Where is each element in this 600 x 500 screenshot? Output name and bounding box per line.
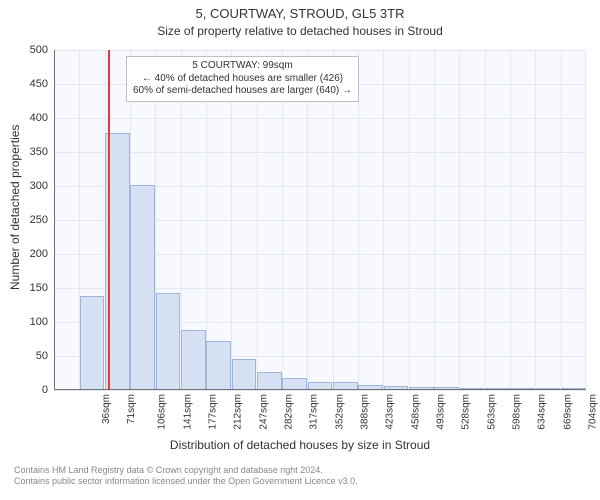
histogram-bar bbox=[257, 372, 282, 390]
vgridline bbox=[535, 50, 536, 390]
footer-attribution: Contains HM Land Registry data © Crown c… bbox=[14, 465, 358, 488]
property-marker-line bbox=[108, 50, 110, 390]
gridline bbox=[54, 152, 586, 153]
annotation-box: 5 COURTWAY: 99sqm← 40% of detached house… bbox=[126, 56, 359, 102]
x-tick-label: 493sqm bbox=[436, 394, 447, 430]
x-tick-label: 212sqm bbox=[233, 394, 244, 430]
x-tick-label: 563sqm bbox=[486, 394, 497, 430]
vgridline bbox=[434, 50, 435, 390]
y-tick-label: 50 bbox=[36, 350, 48, 362]
y-tick-label: 500 bbox=[30, 44, 48, 56]
histogram-bar bbox=[181, 330, 206, 390]
x-axis-label: Distribution of detached houses by size … bbox=[0, 438, 600, 452]
y-tick-label: 0 bbox=[42, 384, 48, 396]
vgridline bbox=[459, 50, 460, 390]
x-tick-label: 177sqm bbox=[208, 394, 219, 430]
plot-area: 05010015020025030035040045050036sqm71sqm… bbox=[54, 50, 586, 390]
vgridline bbox=[485, 50, 486, 390]
vgridline bbox=[510, 50, 511, 390]
x-tick-label: 71sqm bbox=[126, 394, 137, 424]
y-tick-label: 150 bbox=[30, 282, 48, 294]
footer-line-2: Contains public sector information licen… bbox=[14, 476, 358, 488]
x-tick-label: 247sqm bbox=[258, 394, 269, 430]
histogram-bar bbox=[156, 293, 181, 390]
footer-line-1: Contains HM Land Registry data © Crown c… bbox=[14, 465, 358, 477]
gridline bbox=[54, 50, 586, 51]
chart-subtitle: Size of property relative to detached ho… bbox=[0, 24, 600, 38]
vgridline bbox=[409, 50, 410, 390]
y-tick-label: 250 bbox=[30, 214, 48, 226]
y-axis-label: Number of detached properties bbox=[8, 125, 22, 290]
histogram-bar bbox=[206, 341, 231, 390]
vgridline bbox=[561, 50, 562, 390]
annotation-line: ← 40% of detached houses are smaller (42… bbox=[133, 73, 352, 86]
annotation-line: 60% of semi-detached houses are larger (… bbox=[133, 85, 352, 98]
x-tick-label: 106sqm bbox=[157, 394, 168, 430]
y-tick-label: 300 bbox=[30, 180, 48, 192]
gridline bbox=[54, 118, 586, 119]
x-tick-label: 458sqm bbox=[410, 394, 421, 430]
y-tick-label: 100 bbox=[30, 316, 48, 328]
chart-title: 5, COURTWAY, STROUD, GL5 3TR bbox=[0, 6, 600, 21]
vgridline bbox=[585, 50, 586, 390]
x-tick-label: 423sqm bbox=[385, 394, 396, 430]
x-tick-label: 317sqm bbox=[309, 394, 320, 430]
x-tick-label: 704sqm bbox=[588, 394, 599, 430]
histogram-bar bbox=[80, 296, 105, 390]
y-tick-label: 350 bbox=[30, 146, 48, 158]
y-tick-label: 400 bbox=[30, 112, 48, 124]
x-tick-label: 388sqm bbox=[360, 394, 371, 430]
x-tick-label: 282sqm bbox=[284, 394, 295, 430]
y-tick-label: 200 bbox=[30, 248, 48, 260]
gridline bbox=[54, 390, 586, 391]
x-tick-label: 352sqm bbox=[334, 394, 345, 430]
annotation-line: 5 COURTWAY: 99sqm bbox=[133, 60, 352, 73]
histogram-bar bbox=[130, 185, 155, 390]
y-axis-line bbox=[54, 50, 55, 390]
x-tick-label: 141sqm bbox=[182, 394, 193, 430]
x-tick-label: 634sqm bbox=[537, 394, 548, 430]
x-tick-label: 36sqm bbox=[101, 394, 112, 424]
y-tick-label: 450 bbox=[30, 78, 48, 90]
x-tick-label: 669sqm bbox=[562, 394, 573, 430]
x-tick-label: 598sqm bbox=[512, 394, 523, 430]
vgridline bbox=[383, 50, 384, 390]
histogram-bar bbox=[232, 359, 257, 390]
x-tick-label: 528sqm bbox=[461, 394, 472, 430]
x-axis-line bbox=[54, 389, 586, 390]
